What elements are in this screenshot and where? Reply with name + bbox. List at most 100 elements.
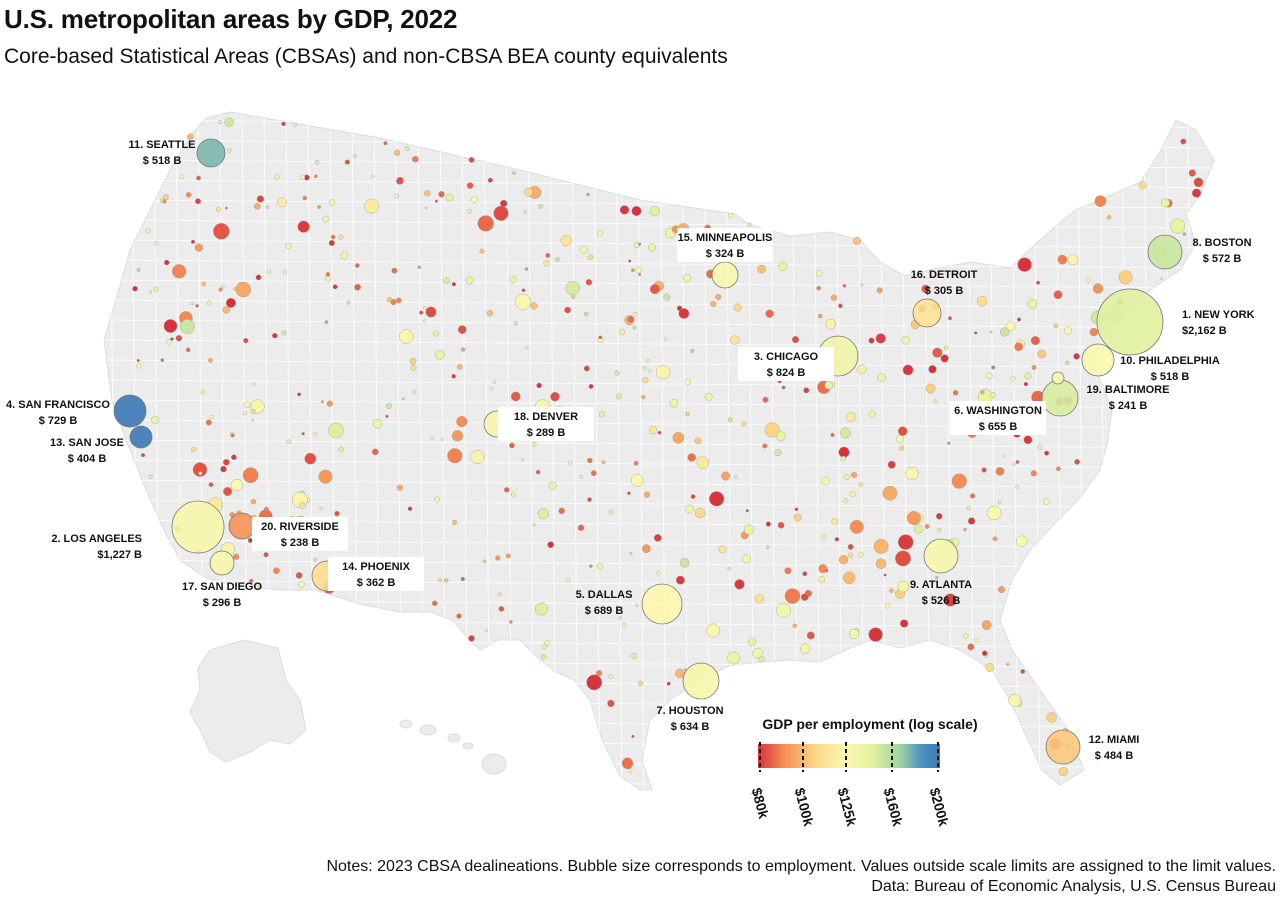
county-bubble: [218, 119, 223, 125]
county-bubble: [995, 466, 1005, 476]
county-bubble: [638, 680, 644, 686]
county-bubble: [394, 193, 399, 198]
metro-gdp: $ 362 B: [357, 577, 396, 589]
county-bubble: [587, 497, 592, 502]
county-bubble: [325, 275, 331, 282]
county-bubble: [423, 306, 427, 310]
county-bubble: [255, 274, 262, 281]
county-bubble: [1160, 277, 1164, 280]
county-bubble: [568, 460, 573, 465]
county-bubble: [242, 467, 259, 484]
county-bubble: [1046, 712, 1057, 723]
metro-label-detroit: 16. DETROIT $ 305 B: [911, 269, 978, 297]
county-bubble: [170, 337, 174, 341]
notes-line: Notes: 2023 CBSA dealineations. Bubble s…: [326, 858, 1276, 875]
county-bubble: [635, 603, 639, 607]
county-bubble: [451, 374, 456, 379]
county-bubble: [757, 264, 766, 274]
county-bubble: [842, 283, 847, 288]
county-bubble: [967, 517, 976, 525]
county-bubble: [928, 365, 937, 374]
county-bubble: [560, 235, 572, 247]
county-bubble: [684, 378, 691, 385]
metro-name: 12. MIAMI: [1089, 734, 1140, 746]
county-bubble: [1170, 218, 1186, 234]
county-bubble: [301, 432, 305, 436]
contiguous-us-landmass: [103, 111, 1215, 791]
county-bubble: [943, 593, 957, 607]
county-bubble: [401, 397, 405, 401]
metro-label-los-angeles: 2. LOS ANGELES $1,227 B: [51, 533, 142, 561]
metro-gdp: $ 526 B: [922, 595, 961, 607]
county-bubble: [663, 337, 668, 341]
metro-bubble-san-diego: [209, 550, 235, 576]
metro-label-new-york: 1. NEW YORK $2,162 B: [1182, 309, 1255, 337]
county-bubble: [390, 299, 397, 306]
county-bubble: [641, 395, 646, 400]
county-bubble: [590, 470, 597, 476]
metro-gdp: $ 324 B: [706, 248, 745, 260]
county-bubble: [263, 506, 269, 512]
county-bubble: [541, 644, 547, 650]
county-bubble: [451, 430, 464, 442]
county-bubble: [631, 474, 644, 487]
county-bubble: [314, 160, 320, 165]
county-bubble: [887, 460, 896, 469]
county-bubble: [1064, 326, 1073, 335]
county-bubble: [868, 410, 876, 418]
county-bubble: [694, 507, 706, 519]
county-bubble: [509, 276, 517, 284]
county-bubble: [608, 509, 614, 515]
county-bubble: [850, 471, 858, 479]
county-bubble: [215, 207, 221, 213]
county-bubble: [898, 426, 908, 436]
legend-title: GDP per employment (log scale): [762, 716, 978, 732]
county-bubble: [396, 484, 404, 491]
county-bubble: [523, 210, 527, 214]
metro-name: 16. DETROIT: [911, 269, 978, 281]
county-bubble: [530, 302, 538, 310]
county-bubble: [513, 321, 518, 326]
county-bubble: [410, 364, 417, 372]
county-bubble: [191, 447, 197, 453]
county-bubble: [633, 312, 638, 317]
county-bubble: [532, 523, 537, 527]
county-bubble: [286, 439, 291, 444]
county-bubble: [391, 267, 398, 274]
metro-name: 6. WASHINGTON: [954, 405, 1042, 417]
legend-color-bar: [758, 744, 940, 768]
county-bubble: [224, 117, 234, 127]
county-bubble: [587, 254, 594, 260]
county-bubble: [354, 263, 360, 268]
metro-name: 15. MINNEAPOLIS: [678, 232, 773, 244]
county-bubble: [438, 191, 445, 198]
county-bubble: [777, 521, 785, 529]
county-bubble: [148, 474, 153, 479]
county-bubble: [432, 330, 439, 337]
county-bubble: [875, 333, 886, 344]
county-bubble: [233, 553, 240, 560]
county-bubble: [981, 467, 987, 473]
county-bubble: [430, 436, 435, 441]
county-bubble: [451, 282, 456, 287]
county-bubble: [256, 195, 265, 203]
county-bubble: [696, 456, 710, 469]
metro-name: 3. CHICAGO: [754, 351, 819, 363]
county-line: [104, 779, 1214, 789]
map-subtitle: Core-based Statistical Areas (CBSAs) and…: [4, 45, 728, 68]
county-bubble: [721, 471, 731, 481]
county-bubble: [251, 418, 255, 422]
metro-name: 18. DENVER: [514, 411, 578, 423]
metro-label-minneapolis: 15. MINNEAPOLIS $ 324 B: [677, 228, 773, 262]
county-bubble: [656, 570, 661, 576]
county-bubble: [313, 174, 318, 179]
county-bubble: [548, 481, 557, 490]
county-bubble: [295, 572, 303, 579]
county-bubble: [242, 411, 247, 416]
county-bubble: [847, 544, 854, 550]
metro-labels: 1. NEW YORK $2,162 B 2. LOS ANGELES $1,227 …: [6, 139, 1255, 762]
county-bubble: [648, 368, 652, 373]
county-bubble: [1015, 460, 1020, 464]
county-bubble: [253, 203, 261, 210]
